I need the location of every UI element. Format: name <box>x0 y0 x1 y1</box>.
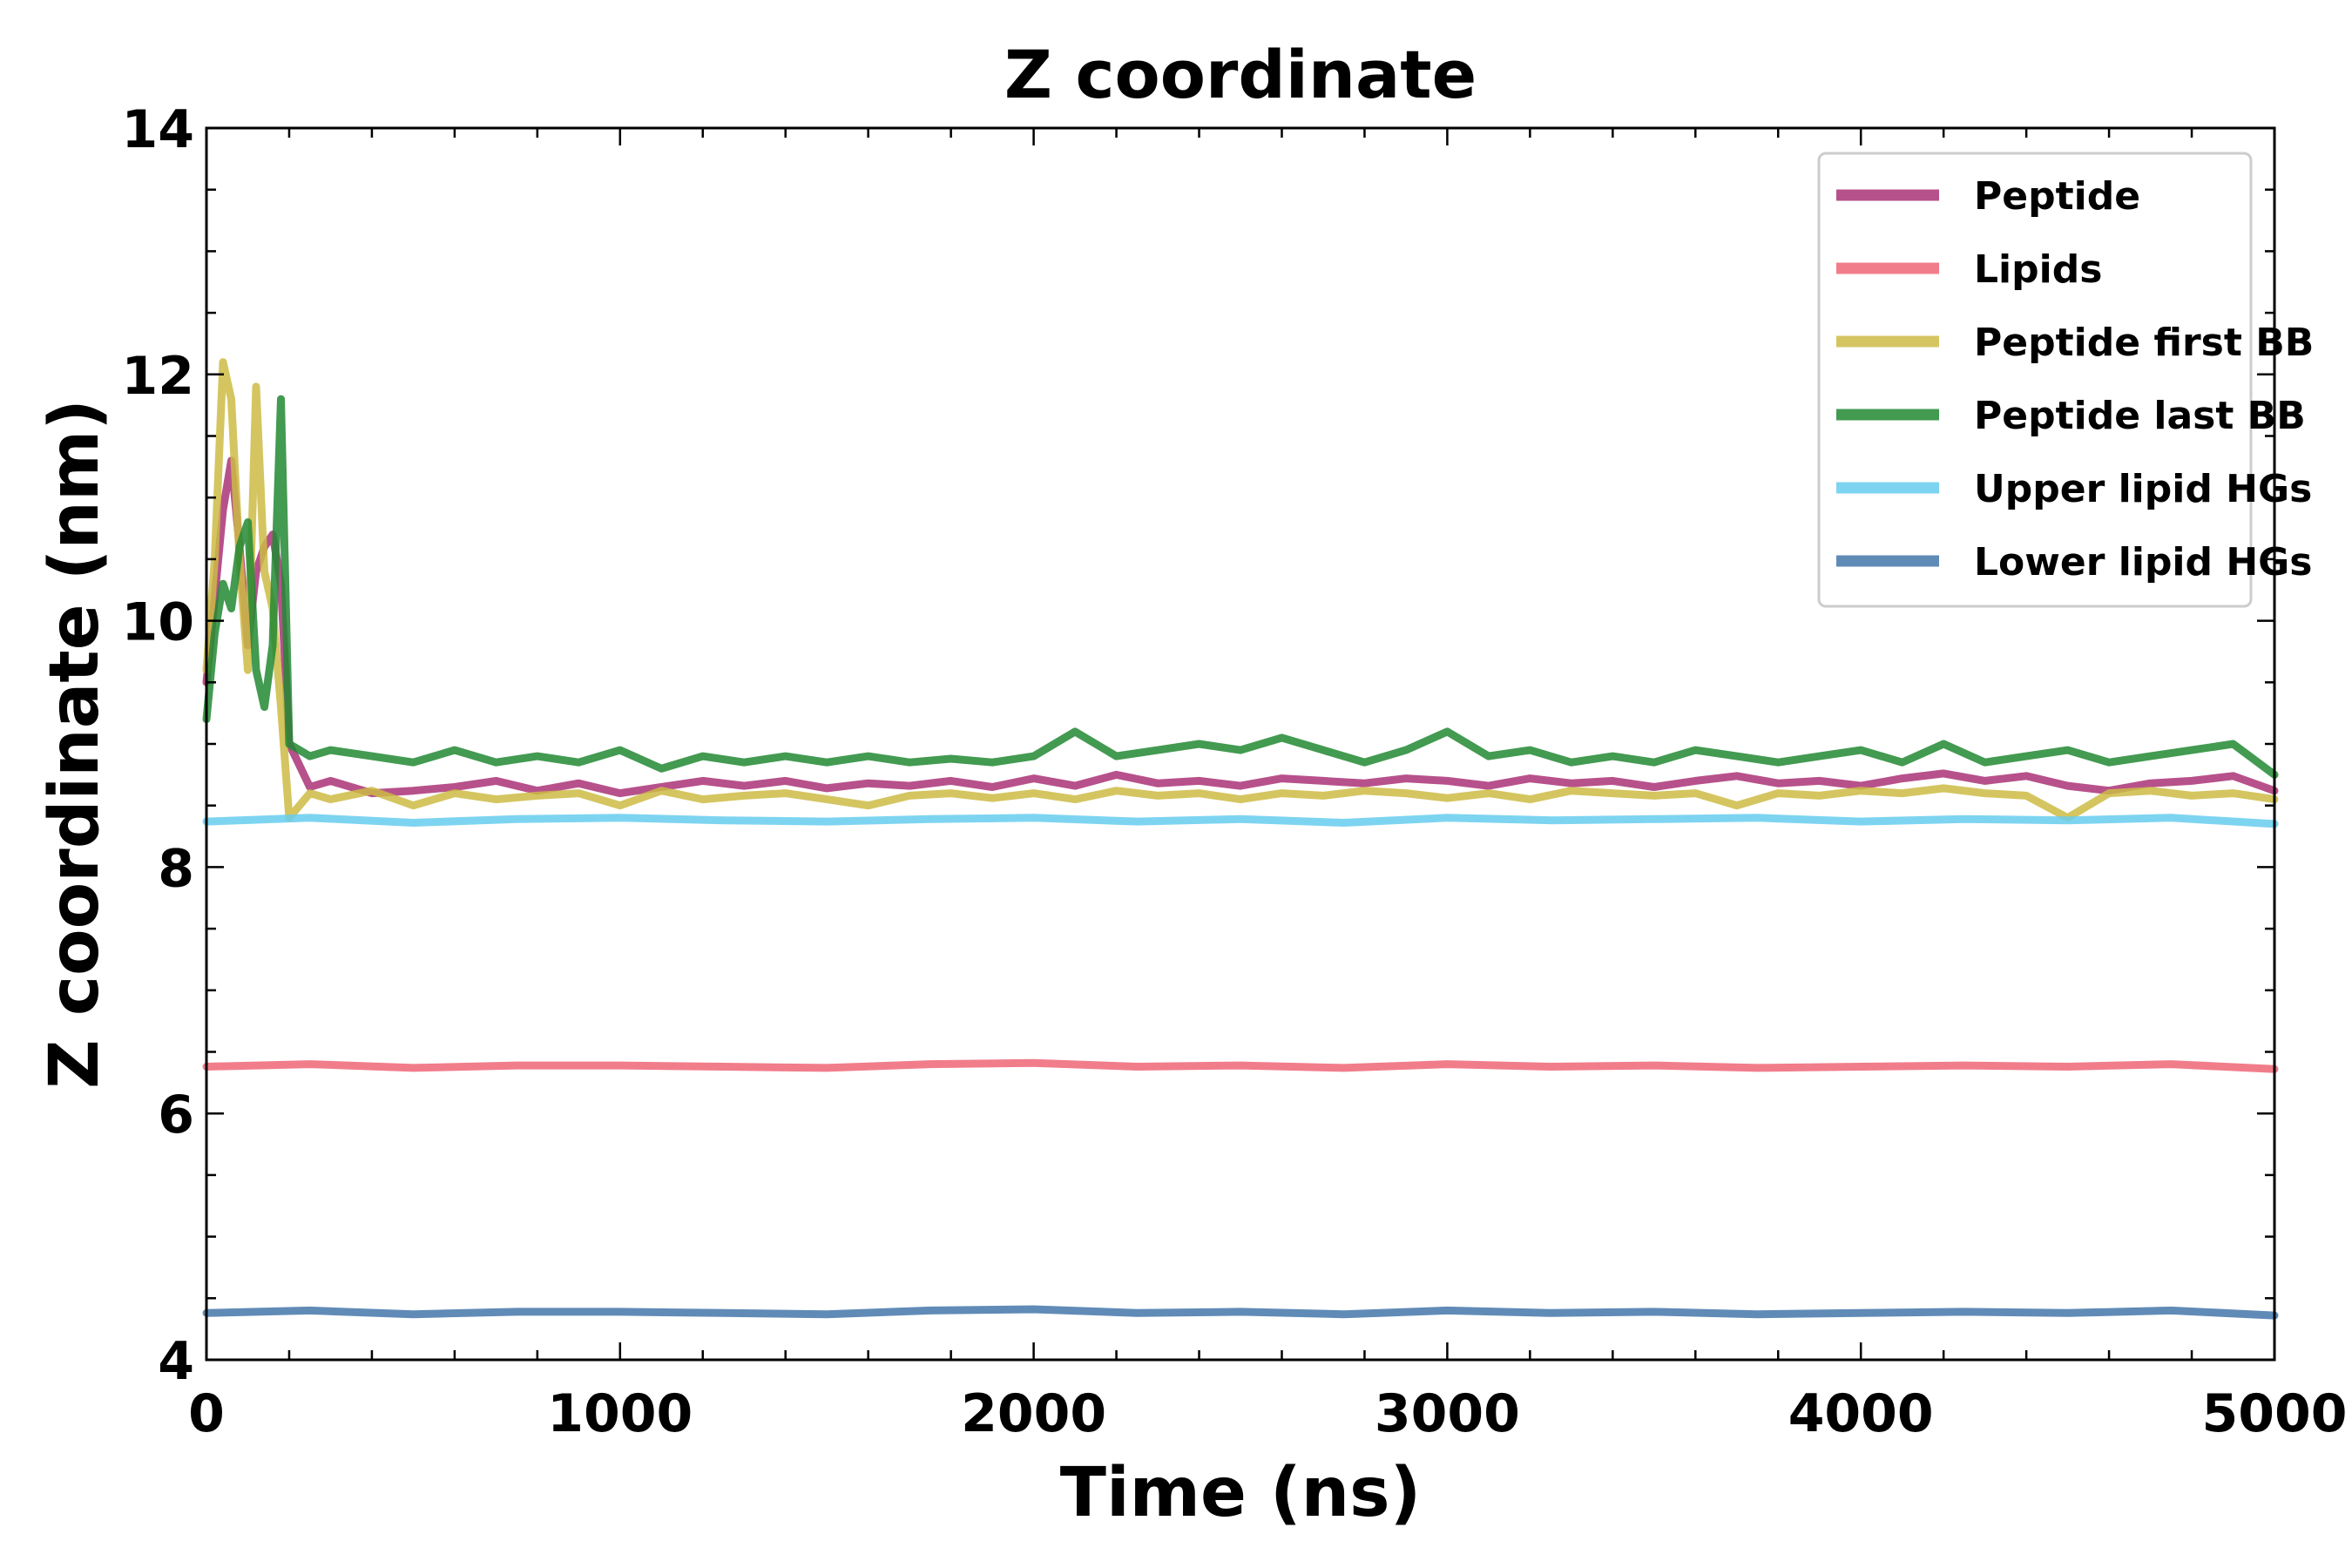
x-tick-label: 3000 <box>1375 1383 1520 1444</box>
legend: Peptide Lipids Peptide first BB Peptide las… <box>1817 152 2314 608</box>
x-tick-label: 5000 <box>2202 1383 2348 1444</box>
series-line-5 <box>202 1305 2279 1320</box>
series-line-4 <box>202 814 2279 828</box>
legend-label-2: Peptide first BB <box>1974 321 2314 365</box>
series-line-3 <box>202 395 2279 779</box>
x-tick-label: 1000 <box>547 1383 693 1444</box>
y-tick-label: 8 <box>158 838 194 899</box>
x-axis-title: Time (ns) <box>1060 1454 1422 1532</box>
y-tick-label: 12 <box>122 346 195 407</box>
series-layer <box>202 358 2279 1320</box>
y-tick-label: 14 <box>122 99 195 160</box>
y-axis-title: Z coordinate (nm) <box>36 399 114 1089</box>
series-line-2 <box>202 358 2279 822</box>
legend-label-1: Lipids <box>1974 247 2102 292</box>
legend-label-0: Peptide <box>1974 174 2140 219</box>
y-tick-label: 10 <box>122 592 195 653</box>
x-tick-label: 2000 <box>961 1383 1106 1444</box>
x-tick-label: 4000 <box>1788 1383 1934 1444</box>
x-tick-label: 0 <box>188 1383 225 1444</box>
ticks-layer: 0 1000 2000 3000 4000 5000 4 6 8 10 12 14 <box>122 99 2348 1444</box>
legend-label-3: Peptide last BB <box>1974 394 2306 438</box>
y-tick-label: 4 <box>158 1331 194 1392</box>
y-tick-label: 6 <box>158 1085 194 1146</box>
legend-label-4: Upper lipid HGs <box>1974 467 2312 511</box>
legend-label-5: Lower lipid HGs <box>1974 540 2312 585</box>
series-line-1 <box>202 1058 2279 1073</box>
chart-title: Z coordinate <box>1004 36 1477 113</box>
legend-box <box>1817 152 2253 608</box>
